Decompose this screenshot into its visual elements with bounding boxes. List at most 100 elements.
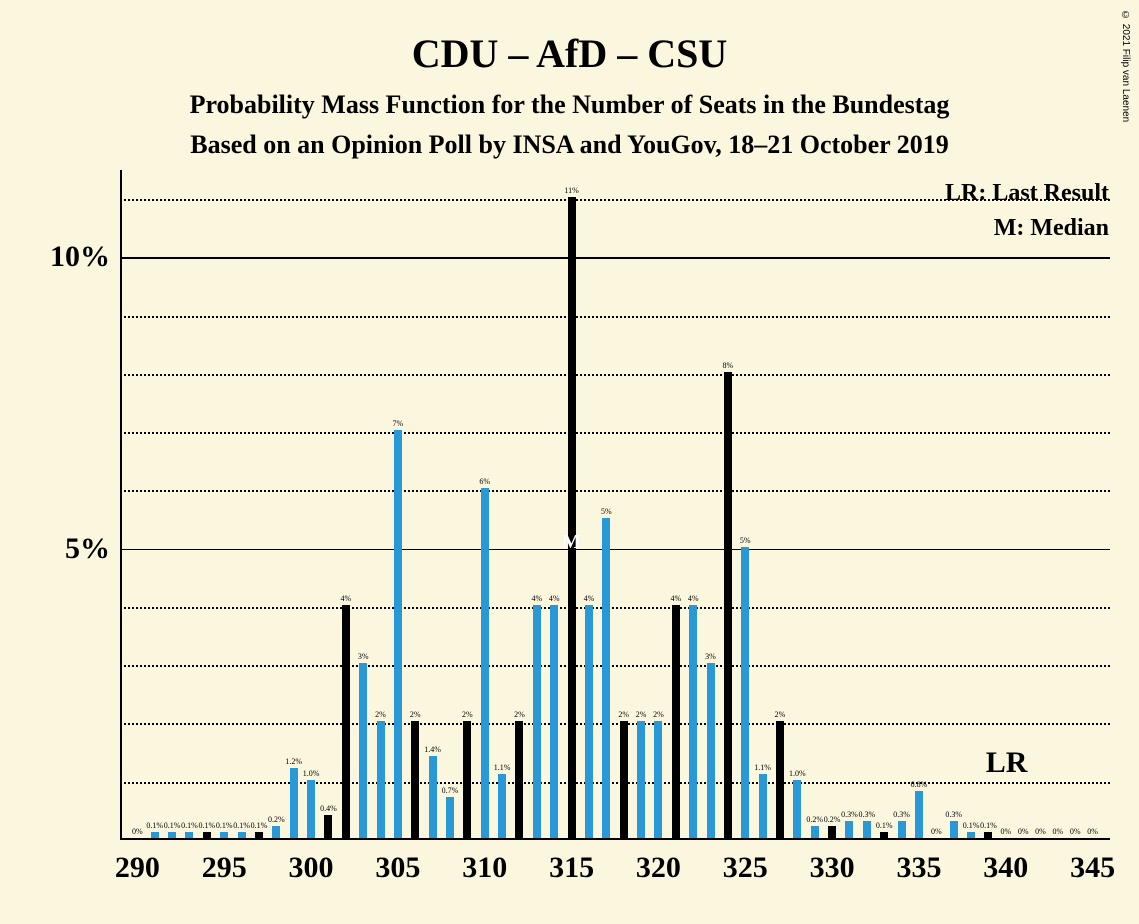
bar [498,774,506,838]
bar-value-label: 4% [584,594,595,603]
bar [845,821,853,838]
x-axis [120,838,1110,840]
bar-value-label: 0% [1035,827,1046,836]
lr-annotation: LR [986,746,1028,780]
bar-value-label: 4% [531,594,542,603]
bar [793,780,801,838]
bar [324,815,332,838]
bar-value-label: 7% [393,419,404,428]
bar [168,832,176,838]
bar [724,372,732,838]
bar-value-label: 0.1% [233,821,250,830]
bar-value-label: 0.1% [198,821,215,830]
gridline-minor [120,374,1110,376]
bar-value-label: 3% [705,652,716,661]
bar [759,774,767,838]
y-axis [120,170,122,840]
bar [585,605,593,838]
bar [915,791,923,838]
bar-value-label: 0.3% [858,810,875,819]
x-tick-label: 340 [983,851,1028,885]
bar-value-label: 2% [462,710,473,719]
bar [550,605,558,838]
bar-value-label: 0% [1070,827,1081,836]
bar [950,821,958,838]
bar [672,605,680,838]
bar [967,832,975,838]
bar-value-label: 0.8% [911,780,928,789]
x-tick-label: 325 [723,851,768,885]
x-tick-label: 335 [896,851,941,885]
x-tick-label: 320 [636,851,681,885]
bar [776,721,784,838]
bar [568,197,576,838]
bar [654,721,662,838]
x-tick-label: 330 [810,851,855,885]
plot-area: 0%0.1%0.1%0.1%0.1%0.1%0.1%0.1%0.2%1.2%1.… [120,170,1110,840]
gridline-major [120,549,1110,551]
bar-value-label: 0.2% [824,815,841,824]
bar-value-label: 0.2% [268,815,285,824]
x-tick-label: 315 [549,851,594,885]
bar-value-label: 1.0% [789,769,806,778]
bar [707,663,715,838]
bar-value-label: 2% [514,710,525,719]
bar [515,721,523,838]
bar-value-label: 6% [479,477,490,486]
gridline-minor [120,199,1110,201]
bar-value-label: 5% [601,507,612,516]
bar-value-label: 2% [653,710,664,719]
bar [689,605,697,838]
bar-value-label: 0% [1018,827,1029,836]
gridline-minor [120,490,1110,492]
bar-value-label: 0.1% [980,821,997,830]
bar [828,826,836,838]
bar-value-label: 0.1% [164,821,181,830]
bar [637,721,645,838]
bar-value-label: 0.3% [893,810,910,819]
x-tick-label: 345 [1070,851,1115,885]
bar-value-label: 0.1% [251,821,268,830]
bar [359,663,367,838]
bar [203,832,211,838]
bar-value-label: 5% [740,536,751,545]
x-tick-label: 300 [289,851,334,885]
bar [238,832,246,838]
bar [620,721,628,838]
bar-value-label: 1.0% [303,769,320,778]
bar [481,488,489,838]
gridline-minor [120,607,1110,609]
median-marker: M [562,531,581,554]
bar [446,797,454,838]
bar [272,826,280,838]
gridline-major [120,257,1110,259]
bar [377,721,385,838]
x-tick-label: 295 [202,851,247,885]
gridline-minor [120,665,1110,667]
x-tick-label: 310 [462,851,507,885]
bar-value-label: 11% [564,186,578,195]
bar-value-label: 0% [931,827,942,836]
bar-value-label: 0.3% [841,810,858,819]
bar-value-label: 0.7% [442,786,459,795]
copyright-text: © 2021 Filip van Laenen [1120,10,1131,122]
bar [185,832,193,838]
bar [255,832,263,838]
chart-subtitle-2: Based on an Opinion Poll by INSA and You… [0,130,1139,160]
bar-value-label: 0.1% [181,821,198,830]
bar-value-label: 1.2% [285,757,302,766]
bar [290,768,298,838]
bar-value-label: 0% [1053,827,1064,836]
gridline-minor [120,782,1110,784]
x-tick-label: 290 [115,851,160,885]
bar [880,832,888,838]
gridline-minor [120,723,1110,725]
bar [342,605,350,838]
bar [811,826,819,838]
bar-value-label: 0.2% [806,815,823,824]
bar-value-label: 0% [132,827,143,836]
gridline-minor [120,432,1110,434]
bar-value-label: 0.1% [146,821,163,830]
bar-value-label: 2% [375,710,386,719]
bar [463,721,471,838]
